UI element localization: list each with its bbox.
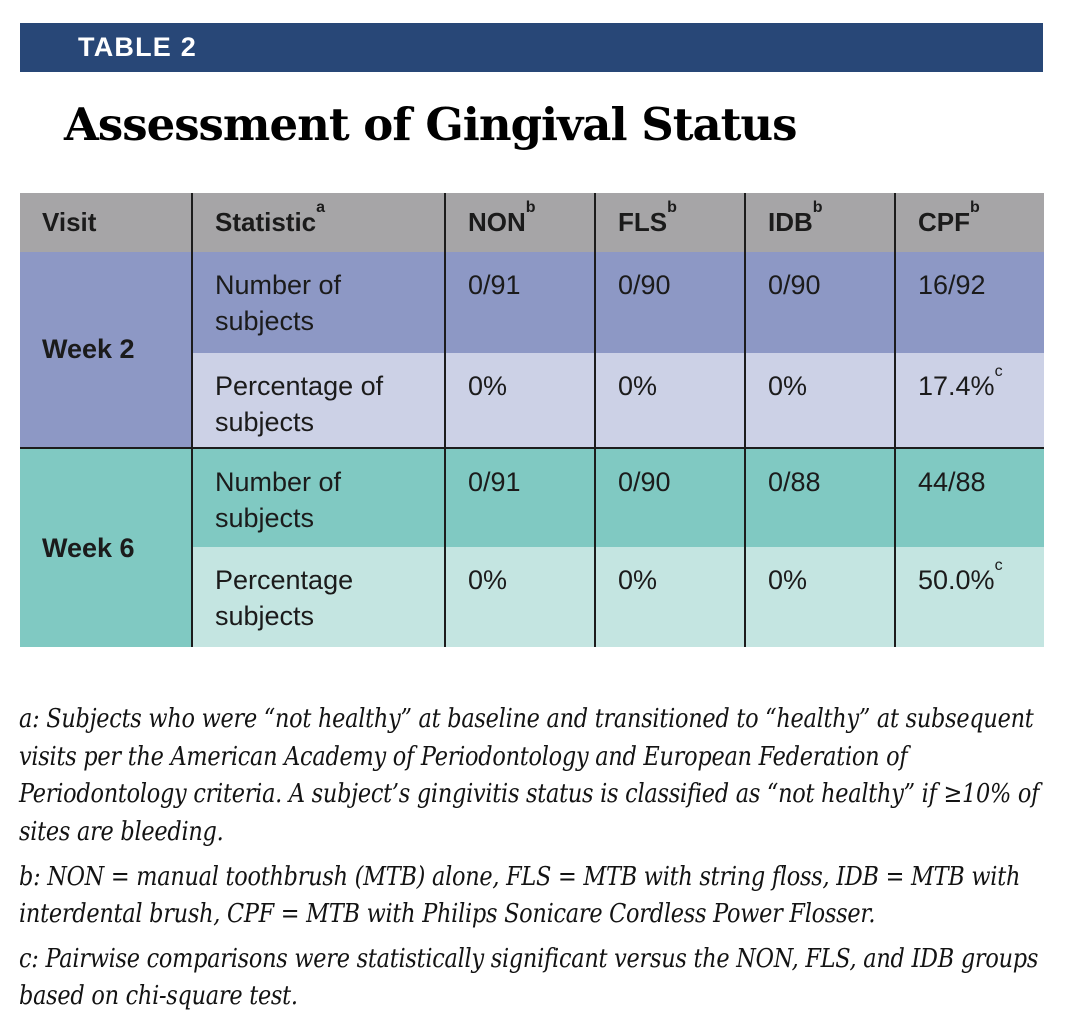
- cell-value: 0/91: [468, 270, 521, 300]
- table-row-week2-number: Week 2 Number of subjects 0/91 0/90 0/90…: [20, 252, 1044, 448]
- header-row: Visit Statistica NONb FLSb IDBb CPFb: [20, 193, 1044, 252]
- superscript: a: [316, 199, 326, 217]
- column-header-non: NONb: [444, 193, 595, 252]
- cell-value: 50.0%: [918, 565, 995, 595]
- cell-value: 0%: [768, 371, 808, 401]
- value-week6-number-idb: 0/88: [744, 447, 895, 547]
- cell-value: 0%: [468, 371, 508, 401]
- superscript: c: [994, 363, 1003, 380]
- column-header-visit-label: Visit: [42, 207, 97, 237]
- page-title: Assessment of Gingival Status: [64, 98, 797, 151]
- value-week6-number-fls: 0/90: [594, 447, 745, 547]
- statistic-cell-week2-number: Number of subjects: [191, 252, 445, 353]
- table-row-week6-percentage: Percentage subjects 0% 0% 0% 50.0%c: [20, 547, 1044, 647]
- cell-value: 0/90: [618, 467, 671, 497]
- superscript: b: [525, 199, 536, 217]
- value-week2-number-non: 0/91: [444, 252, 595, 353]
- value-week6-number-non: 0/91: [444, 447, 595, 547]
- value-week2-percentage-cpf: 17.4%c: [894, 353, 1044, 448]
- table-banner: TABLE 2: [20, 23, 1043, 72]
- superscript: b: [970, 199, 980, 217]
- value-week6-percentage-cpf: 50.0%c: [894, 547, 1044, 647]
- value-week2-percentage-idb: 0%: [744, 353, 895, 448]
- statistic-cell-week2-percentage: Percentage of subjects: [191, 353, 445, 448]
- value-week2-percentage-non: 0%: [444, 353, 595, 448]
- cell-value: 0/90: [768, 270, 821, 300]
- table-row-week6-number: Week 6 Number of subjects 0/91 0/90 0/88…: [20, 447, 1044, 647]
- cell-value: 0/90: [618, 270, 671, 300]
- cell-value: 0/88: [768, 467, 821, 497]
- superscript: b: [812, 199, 823, 217]
- value-week2-percentage-fls: 0%: [594, 353, 745, 448]
- superscript: b: [667, 199, 677, 217]
- statistic-cell-week6-number: Number of subjects: [191, 447, 445, 547]
- column-header-statistic: Statistica: [191, 193, 445, 252]
- footnotes: a: Subjects who were “not healthy” at ba…: [19, 700, 1046, 1022]
- column-header-non-label: NON: [468, 207, 526, 237]
- column-header-cpf: CPFb: [894, 193, 1044, 252]
- column-header-fls: FLSb: [594, 193, 745, 252]
- visit-cell-week2: Week 2: [20, 252, 192, 448]
- cell-value: 16/92: [918, 270, 986, 300]
- column-header-idb-label: IDB: [768, 207, 813, 237]
- cell-value: 0/91: [468, 467, 521, 497]
- value-week2-number-cpf: 16/92: [894, 252, 1044, 353]
- page: TABLE 2 Assessment of Gingival Status Vi…: [19, 23, 1044, 1012]
- value-week6-percentage-fls: 0%: [594, 547, 745, 647]
- cell-value: 0%: [768, 565, 808, 595]
- table-banner-label: TABLE 2: [78, 32, 197, 62]
- value-week6-number-cpf: 44/88: [894, 447, 1044, 547]
- cell-value: 0%: [468, 565, 508, 595]
- column-header-visit: Visit: [20, 193, 192, 252]
- table-row-week2-percentage: Percentage of subjects 0% 0% 0% 17.4%c: [20, 353, 1044, 448]
- footnote-b: b: NON = manual toothbrush (MTB) alone, …: [19, 860, 1021, 930]
- statistic-cell-week6-percentage: Percentage subjects: [191, 547, 445, 647]
- cell-value: 0%: [618, 565, 658, 595]
- cell-value: 44/88: [918, 467, 986, 497]
- footnote-c: c: Pairwise comparisons were statistical…: [19, 942, 1039, 1012]
- value-week6-percentage-non: 0%: [444, 547, 595, 647]
- value-week2-number-fls: 0/90: [594, 252, 745, 353]
- cell-value: 17.4%: [918, 371, 995, 401]
- value-week6-percentage-idb: 0%: [744, 547, 895, 647]
- gingival-status-table: Visit Statistica NONb FLSb IDBb CPFb Wee…: [20, 193, 1044, 647]
- column-header-statistic-label: Statistic: [215, 207, 317, 237]
- column-header-idb: IDBb: [744, 193, 895, 252]
- column-header-cpf-label: CPF: [918, 207, 970, 237]
- visit-cell-week6: Week 6: [20, 447, 192, 647]
- footnote-a: a: Subjects who were “not healthy” at ba…: [19, 703, 1040, 847]
- cell-value: 0%: [618, 371, 658, 401]
- column-header-fls-label: FLS: [618, 207, 668, 237]
- superscript: c: [994, 557, 1003, 574]
- value-week2-number-idb: 0/90: [744, 252, 895, 353]
